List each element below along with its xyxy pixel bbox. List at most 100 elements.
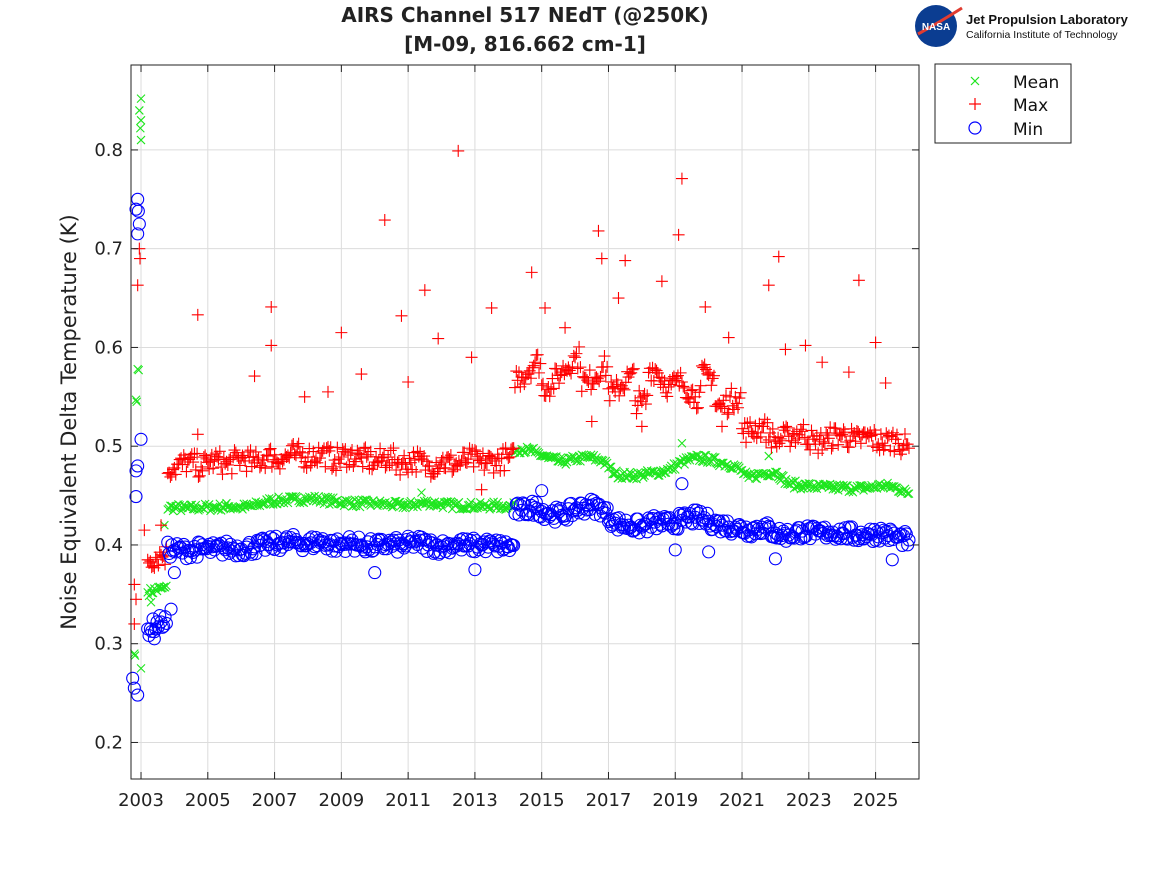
min-point xyxy=(898,525,912,539)
min-point xyxy=(599,506,613,520)
max-point xyxy=(462,453,475,466)
max-point xyxy=(832,438,845,451)
max-point xyxy=(376,451,389,464)
max-point xyxy=(761,416,774,429)
max-point xyxy=(635,420,648,433)
max-point xyxy=(395,309,408,322)
max-point xyxy=(733,392,746,405)
max-point xyxy=(850,424,863,437)
mean-point xyxy=(134,106,144,115)
max-point xyxy=(402,376,415,389)
max-point xyxy=(661,390,674,403)
max-point xyxy=(825,442,838,455)
mean-point xyxy=(228,504,238,513)
max-point xyxy=(364,445,377,458)
max-point xyxy=(798,431,811,444)
max-point xyxy=(869,336,882,349)
max-point xyxy=(736,422,749,435)
y-tick-label: 0.6 xyxy=(94,337,123,358)
max-point xyxy=(508,381,521,394)
max-point xyxy=(741,417,754,430)
max-point xyxy=(431,465,444,478)
max-point xyxy=(479,456,492,469)
legend-min-label: Min xyxy=(1013,120,1043,140)
max-point xyxy=(721,408,734,421)
mean-point xyxy=(134,365,144,375)
mean-point xyxy=(252,501,262,510)
max-point xyxy=(264,442,277,455)
max-point xyxy=(176,458,189,471)
series-max xyxy=(128,144,915,630)
max-point xyxy=(263,443,276,456)
mean-point xyxy=(129,649,139,658)
max-point xyxy=(838,426,851,439)
min-point xyxy=(428,545,442,559)
max-point xyxy=(617,382,630,395)
mean-point xyxy=(135,123,145,133)
min-point xyxy=(219,534,234,548)
max-point xyxy=(876,437,889,450)
max-point xyxy=(355,452,368,465)
x-tick-label: 2015 xyxy=(519,790,565,811)
max-point xyxy=(411,445,424,458)
mean-point xyxy=(363,496,373,506)
max-point xyxy=(658,374,671,387)
max-point xyxy=(672,228,685,241)
mean-point xyxy=(572,456,581,466)
max-point xyxy=(527,359,540,372)
x-tick-label: 2025 xyxy=(853,790,899,811)
min-point xyxy=(231,548,246,563)
max-point xyxy=(805,424,818,437)
mean-point xyxy=(147,588,157,598)
max-point xyxy=(529,356,542,369)
max-point xyxy=(826,439,839,452)
max-point xyxy=(253,461,266,474)
max-point xyxy=(394,468,407,481)
mean-point xyxy=(697,456,707,466)
mean-point xyxy=(855,481,864,490)
x-tick-label: 2017 xyxy=(586,790,632,811)
max-point xyxy=(902,442,915,455)
max-point xyxy=(758,413,771,426)
mean-point xyxy=(903,489,913,499)
min-point xyxy=(126,671,140,685)
max-point xyxy=(298,390,311,403)
mean-point xyxy=(904,489,914,498)
max-point xyxy=(626,363,639,376)
max-point xyxy=(335,450,348,463)
max-point xyxy=(595,252,608,265)
max-point xyxy=(852,274,865,287)
x-tick-label: 2005 xyxy=(185,790,231,811)
max-point xyxy=(152,559,165,572)
max-point xyxy=(619,376,632,389)
y-tick-label: 0.2 xyxy=(94,732,123,753)
y-tick-label: 0.7 xyxy=(94,239,123,260)
mean-point xyxy=(159,582,169,592)
max-point xyxy=(485,301,498,314)
max-point xyxy=(762,279,775,292)
max-point xyxy=(245,460,258,473)
max-point xyxy=(890,428,903,441)
max-point xyxy=(531,348,544,361)
max-point xyxy=(335,326,348,339)
min-point xyxy=(245,547,259,561)
max-point xyxy=(585,415,598,428)
max-point xyxy=(169,468,182,481)
max-point xyxy=(313,452,326,465)
max-point xyxy=(134,252,147,265)
max-point xyxy=(374,442,387,455)
max-point xyxy=(575,385,588,398)
max-point xyxy=(192,470,205,483)
max-point xyxy=(398,449,411,462)
max-point xyxy=(504,443,517,456)
max-point xyxy=(340,461,353,474)
min-point xyxy=(131,227,145,241)
max-point xyxy=(780,420,793,433)
max-point xyxy=(259,462,272,475)
max-point xyxy=(468,444,481,457)
max-point xyxy=(293,445,306,458)
max-point xyxy=(221,458,234,471)
max-point xyxy=(459,456,472,469)
min-point xyxy=(406,540,421,554)
